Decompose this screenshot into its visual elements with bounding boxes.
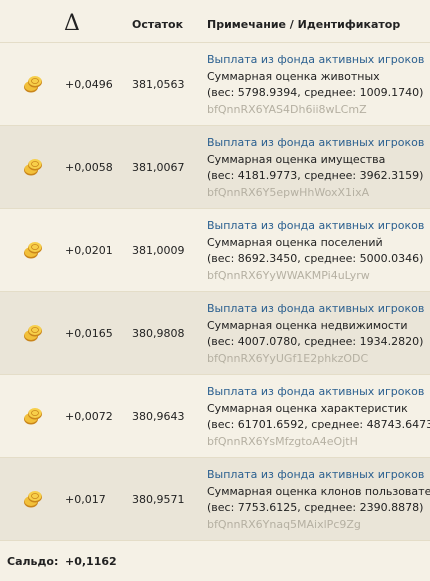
transaction-id: bfQnnRX6YAS4Dh6ii8wLCmZ <box>207 102 367 116</box>
balance-value: 380,9643 <box>132 410 185 423</box>
note-title: Суммарная оценка недвижимости <box>207 318 408 332</box>
transaction-id: bfQnnRX6YyWWAKMPi4uLyrw <box>207 268 370 282</box>
gold-coins-icon <box>24 491 42 508</box>
balance-value: 381,0067 <box>132 161 185 174</box>
delta-value: +0,0201 <box>65 244 113 257</box>
header-balance: Остаток <box>132 18 184 31</box>
note-detail: (вес: 4007.0780, среднее: 1934.2820) <box>207 335 424 348</box>
balance-value: 381,0563 <box>132 78 185 91</box>
note-title: Суммарная оценка поселений <box>207 235 383 249</box>
transaction-id: bfQnnRX6Y5epwHhWoxX1ixA <box>207 185 370 199</box>
note-detail: (вес: 5798.9394, среднее: 1009.1740) <box>207 86 424 99</box>
payout-link[interactable]: Выплата из фонда активных игроков <box>207 136 425 149</box>
saldo-value: +0,1162 <box>65 555 117 568</box>
transaction-id: bfQnnRX6YyUGf1E2phkzODC <box>207 351 369 365</box>
note-detail: (вес: 7753.6125, среднее: 2390.8878) <box>207 501 424 514</box>
table-row: +0,0165 380,9808 Выплата из фонда активн… <box>0 292 430 375</box>
payout-link[interactable]: Выплата из фонда активных игроков <box>207 53 425 66</box>
delta-value: +0,017 <box>65 493 106 506</box>
note-title: Суммарная оценка характеристик <box>207 401 408 415</box>
balance-value: 381,0009 <box>132 244 185 257</box>
table-row: +0,0201 381,0009 Выплата из фонда активн… <box>0 209 430 292</box>
note-cell: Выплата из фонда активных игроков Суммар… <box>207 301 424 367</box>
saldo-label: Сальдо: <box>7 555 59 568</box>
header-delta: Δ <box>64 11 80 36</box>
balance-value: 380,9571 <box>132 493 185 506</box>
note-title: Суммарная оценка животных <box>207 69 380 83</box>
header-note: Примечание / Идентификатор <box>207 18 401 31</box>
payout-link[interactable]: Выплата из фонда активных игроков <box>207 302 425 315</box>
note-cell: Выплата из фонда активных игроков Суммар… <box>207 135 424 201</box>
delta-value: +0,0058 <box>65 161 113 174</box>
table-row: +0,017 380,9571 Выплата из фонда активны… <box>0 458 430 541</box>
table-row: +0,0496 381,0563 Выплата из фонда активн… <box>0 43 430 126</box>
table-row: +0,0072 380,9643 Выплата из фонда активн… <box>0 375 430 458</box>
note-cell: Выплата из фонда активных игроков Суммар… <box>207 218 424 284</box>
balance-value: 380,9808 <box>132 327 185 340</box>
payout-link[interactable]: Выплата из фонда активных игроков <box>207 385 425 398</box>
note-title: Суммарная оценка клонов пользователя <box>207 484 430 498</box>
payout-link[interactable]: Выплата из фонда активных игроков <box>207 219 425 232</box>
note-detail: (вес: 8692.3450, среднее: 5000.0346) <box>207 252 424 265</box>
note-title: Суммарная оценка имущества <box>207 152 386 166</box>
note-cell: Выплата из фонда активных игроков Суммар… <box>207 384 430 450</box>
table-header: Δ Остаток Примечание / Идентификатор <box>0 0 430 43</box>
table-row: +0,0058 381,0067 Выплата из фонда активн… <box>0 126 430 209</box>
gold-coins-icon <box>24 408 42 425</box>
gold-coins-icon <box>24 76 42 93</box>
note-cell: Выплата из фонда активных игроков Суммар… <box>207 52 424 118</box>
summary-row: Сальдо: +0,1162 <box>0 541 430 581</box>
note-detail: (вес: 4181.9773, среднее: 3962.3159) <box>207 169 424 182</box>
payout-link[interactable]: Выплата из фонда активных игроков <box>207 468 425 481</box>
note-detail: (вес: 61701.6592, среднее: 48743.6473) <box>207 418 430 431</box>
delta-value: +0,0165 <box>65 327 113 340</box>
gold-coins-icon <box>24 159 42 176</box>
transaction-id: bfQnnRX6Ynaq5MAixlPc9Zg <box>207 517 361 531</box>
gold-coins-icon <box>24 325 42 342</box>
delta-value: +0,0072 <box>65 410 113 423</box>
note-cell: Выплата из фонда активных игроков Суммар… <box>207 467 430 533</box>
gold-coins-icon <box>24 242 42 259</box>
transaction-id: bfQnnRX6YsMfzgtoA4eOjtH <box>207 434 358 448</box>
delta-value: +0,0496 <box>65 78 113 91</box>
